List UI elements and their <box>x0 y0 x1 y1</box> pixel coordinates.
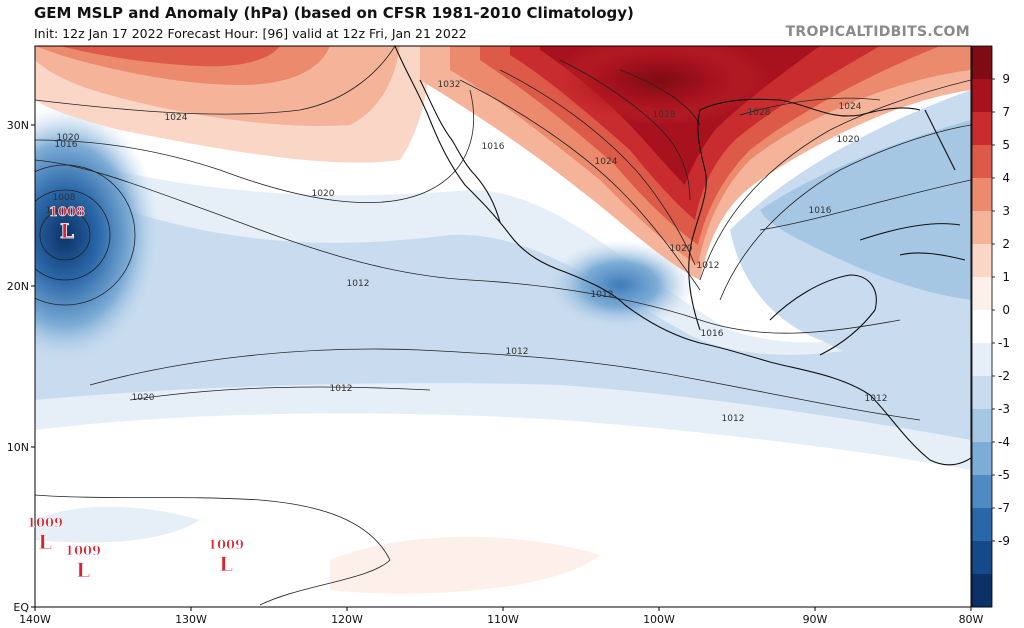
lat-label: 20N <box>7 280 29 293</box>
isobar-label: 1008 <box>53 193 76 203</box>
isobar-label: 1020 <box>312 189 335 199</box>
isobar-label: 1020 <box>670 244 693 254</box>
isobar-label: 1024 <box>839 102 862 112</box>
isobar-label: 1020 <box>837 135 860 145</box>
isobar-label: 1012 <box>697 261 720 271</box>
lat-label: 10N <box>7 441 29 454</box>
isobar-labels: 1024102010161020101610121008101610121012… <box>46 80 888 424</box>
lat-label: 30N <box>7 119 29 132</box>
colorbar-swatch <box>972 112 992 146</box>
isobar-label: 1020 <box>57 133 80 143</box>
colorbar-label: 4 <box>1002 171 1010 185</box>
lon-label: 140W <box>19 613 51 626</box>
anomaly-field <box>35 46 971 607</box>
colorbar-swatch <box>972 442 992 476</box>
low-pressure-symbol: L <box>38 530 52 554</box>
low-pressure-symbol: L <box>60 219 74 243</box>
pressure-value: 1009 <box>208 538 244 553</box>
colorbar-swatch <box>972 145 992 179</box>
colorbar-label: 3 <box>1002 204 1010 218</box>
colorbar-label: 5 <box>1002 138 1010 152</box>
pressure-value: 1008 <box>49 205 85 220</box>
lon-label: 100W <box>643 613 675 626</box>
low-pressure-symbol: L <box>219 552 233 576</box>
coastlines <box>394 46 971 466</box>
lat-label: EQ <box>13 601 29 614</box>
isobar-label: 1016 <box>46 206 69 216</box>
colorbar-swatch <box>972 277 992 311</box>
colorbar-label: -9 <box>998 534 1010 548</box>
isobar-label: 1012 <box>506 347 529 357</box>
colorbar-swatch <box>972 541 992 575</box>
colorbar-label: 7 <box>1002 105 1010 119</box>
isobar-label: 1032 <box>438 80 461 90</box>
isobar-label: 1016 <box>809 206 832 216</box>
colorbar-swatch <box>972 178 992 212</box>
isobar-label: 1024 <box>595 157 618 167</box>
lon-label: 110W <box>487 613 519 626</box>
colorbar-swatch <box>972 409 992 443</box>
isobar-label: 1012 <box>591 290 614 300</box>
isobar-label: 1012 <box>347 279 370 289</box>
colorbar: 9 7 5 4 3 2 1 0 -1 -2 -3 -4 -5 -7 -9 <box>971 45 1010 608</box>
lon-label: 130W <box>175 613 207 626</box>
colorbar-label: -5 <box>998 468 1010 482</box>
isobars <box>35 46 971 606</box>
colorbar-label: -4 <box>998 435 1010 449</box>
lon-label: 120W <box>331 613 363 626</box>
isobar-label: 1012 <box>865 394 888 404</box>
colorbar-label: 9 <box>1002 72 1010 86</box>
low-pressure-symbol: L <box>76 558 90 582</box>
isobar-label: 1012 <box>722 414 745 424</box>
colorbar-label: -2 <box>998 369 1010 383</box>
map-title: GEM MSLP and Anomaly (hPa) (based on CFS… <box>34 4 634 22</box>
colorbar-label: 1 <box>1002 270 1010 284</box>
isobar-label: 1020 <box>132 393 155 403</box>
isobar-label: 1012 <box>330 384 353 394</box>
colorbar-swatch <box>972 211 992 245</box>
map-subtitle: Init: 12z Jan 17 2022 Forecast Hour: [96… <box>34 26 467 41</box>
colorbar-label: -3 <box>998 402 1010 416</box>
colorbar-label: -1 <box>998 336 1010 350</box>
site-credit: TROPICALTIDBITS.COM <box>785 24 970 40</box>
colorbar-swatch <box>972 46 992 80</box>
colorbar-swatch <box>972 475 992 509</box>
colorbar-swatch <box>972 376 992 410</box>
colorbar-swatch <box>972 244 992 278</box>
colorbar-swatch <box>972 574 992 608</box>
isobar-label: 1028 <box>748 108 771 118</box>
colorbar-label: -7 <box>998 501 1010 515</box>
colorbar-label: 2 <box>1002 237 1010 251</box>
colorbar-swatch <box>972 310 992 344</box>
isobar-label: 1016 <box>55 140 78 150</box>
isobar-label: 1028 <box>653 110 676 120</box>
lon-label: 90W <box>803 613 828 626</box>
pressure-value: 1009 <box>27 516 63 531</box>
colorbar-swatch <box>972 343 992 377</box>
colorbar-swatch <box>972 508 992 542</box>
isobar-label: 1016 <box>701 329 724 339</box>
pressure-value: 1009 <box>65 544 101 559</box>
lon-label: 80W <box>959 613 984 626</box>
colorbar-label: 0 <box>1002 303 1010 317</box>
isobar-label: 1016 <box>482 142 505 152</box>
isobar-label: 1024 <box>165 113 188 123</box>
colorbar-swatch <box>972 79 992 113</box>
